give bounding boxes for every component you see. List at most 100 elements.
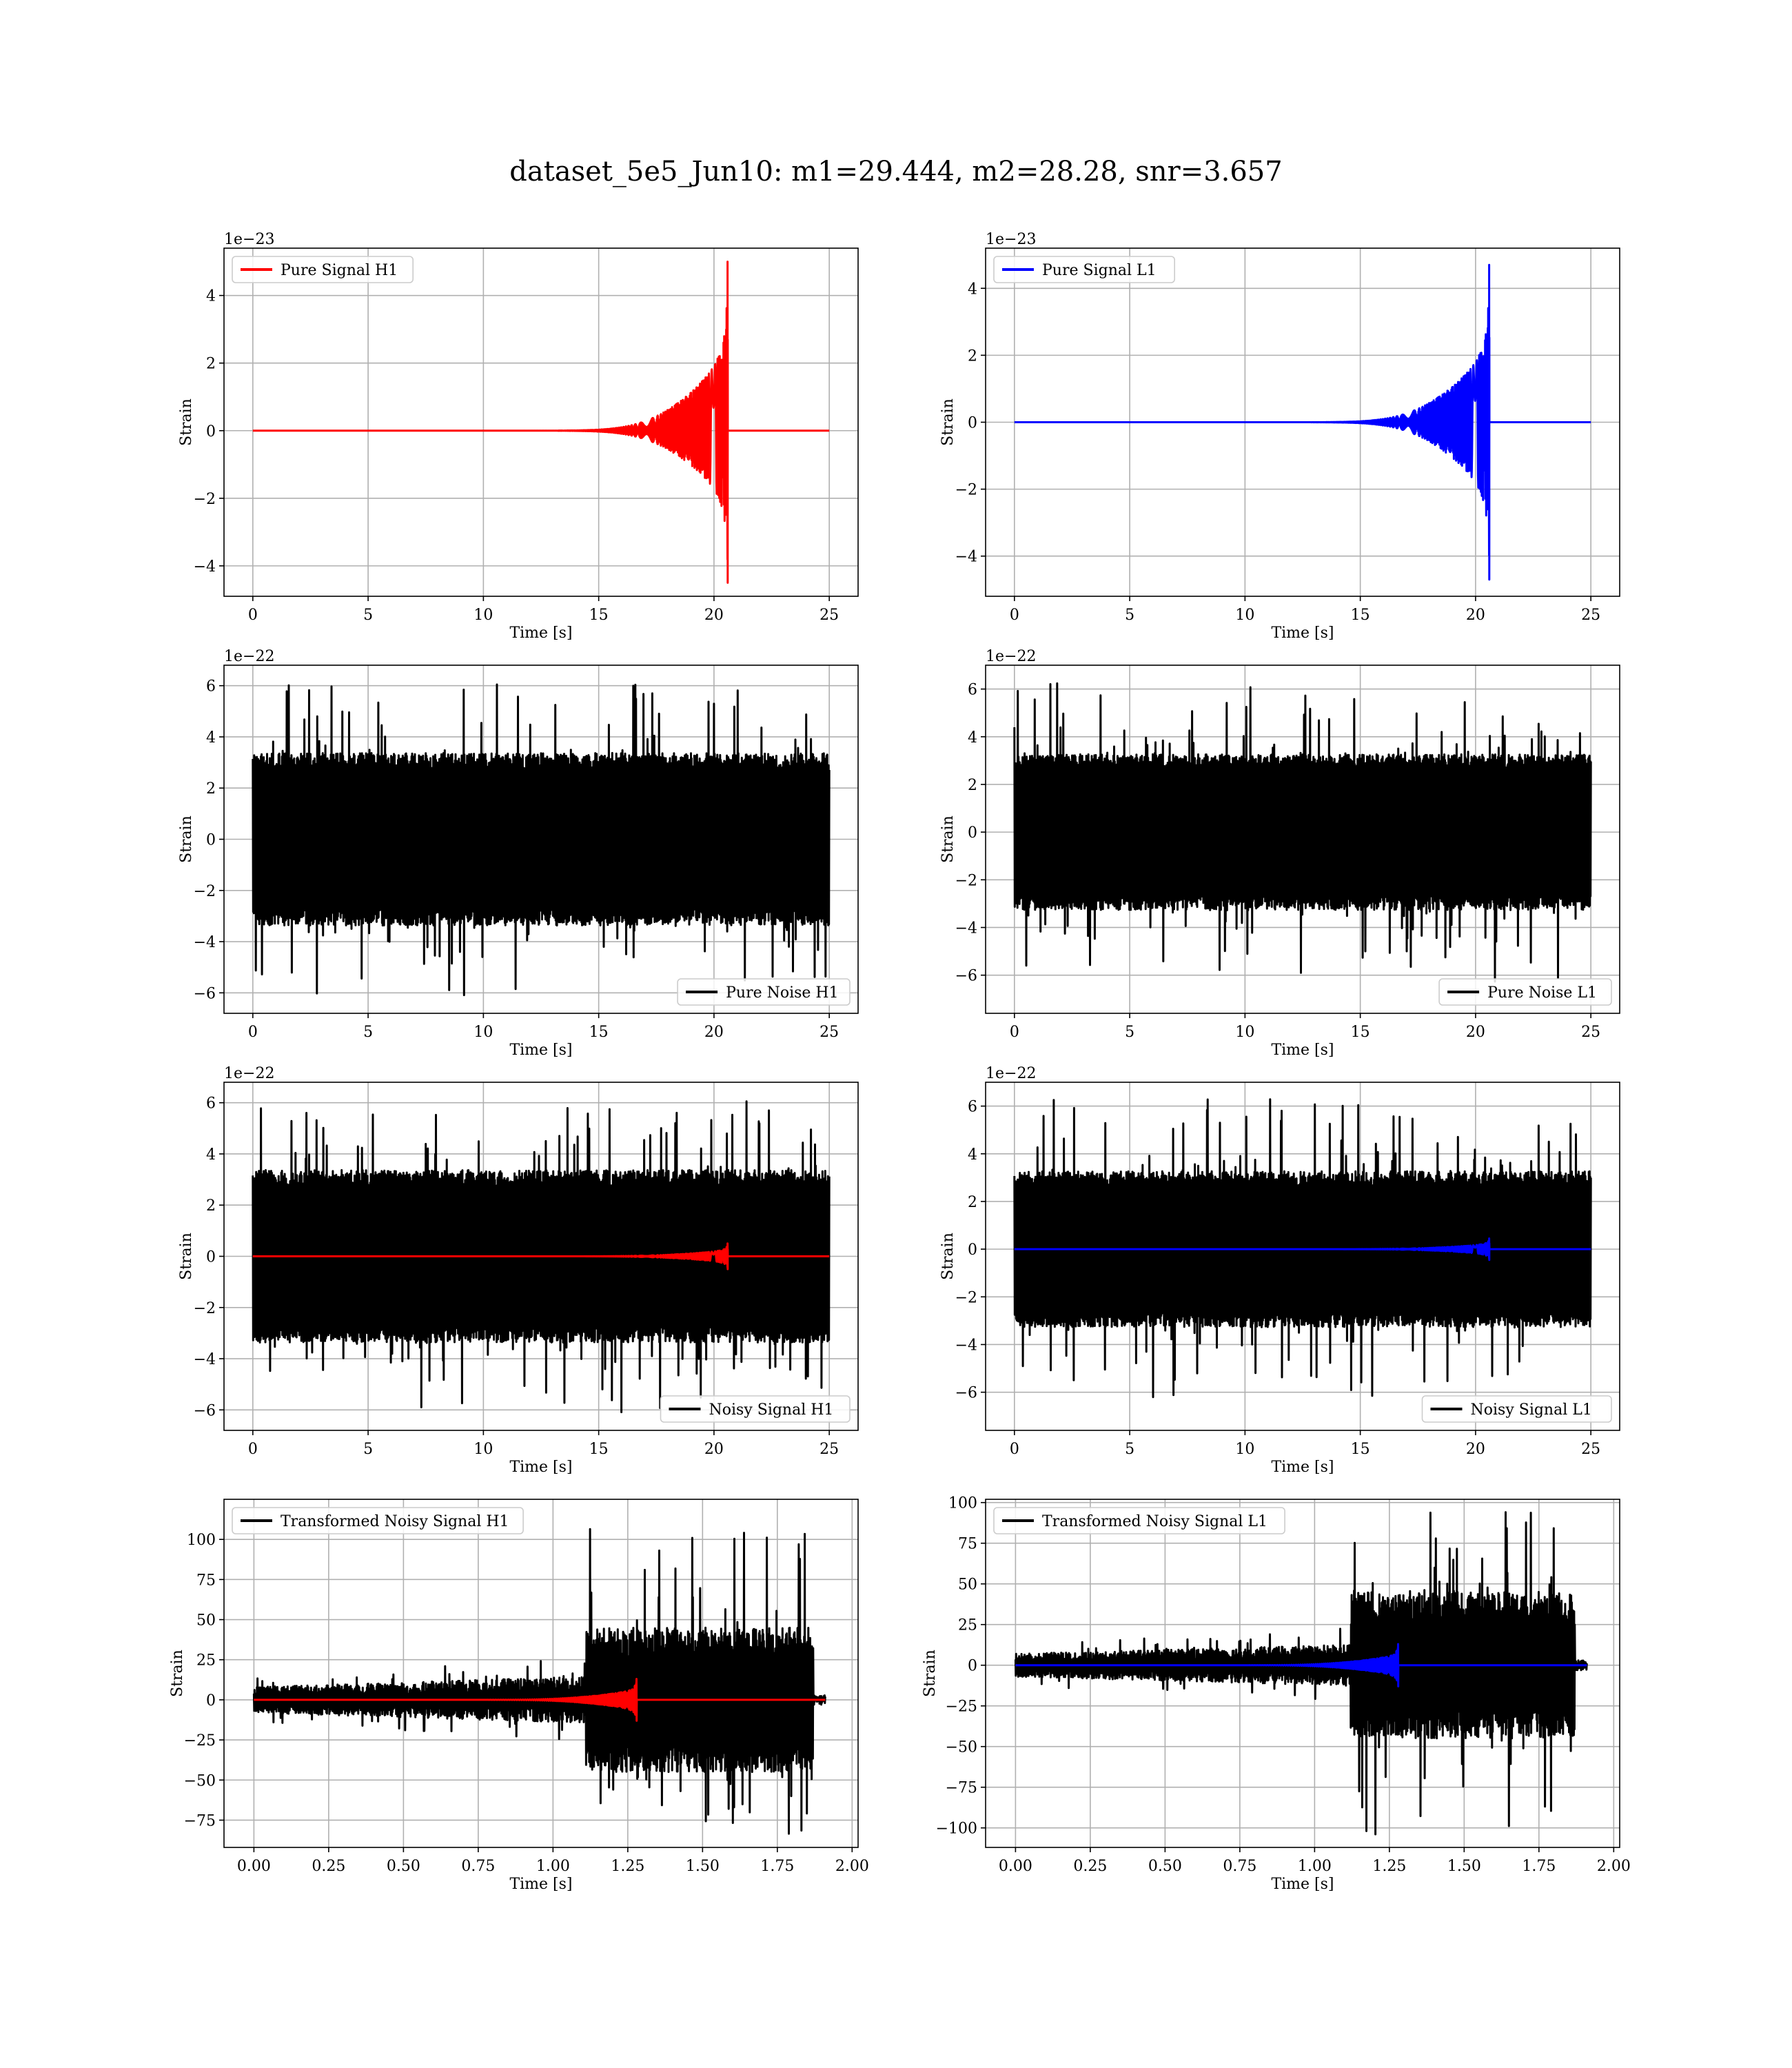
p6-frame xyxy=(985,1082,1620,1431)
p7-xtick-label-3: 0.75 xyxy=(461,1858,495,1875)
p3-xtick-label-5: 25 xyxy=(819,1024,839,1041)
p5-xtick-label-0: 0 xyxy=(248,1441,258,1458)
p4-legend xyxy=(1438,978,1612,1006)
p6-xtick-label-2: 10 xyxy=(1235,1441,1254,1458)
p6-ytick-label-6: 6 xyxy=(968,1099,977,1116)
p8-ytick-label-4: 0 xyxy=(968,1658,977,1675)
p1-legend xyxy=(232,256,414,283)
p1-ytick-label-2: 0 xyxy=(206,423,216,440)
p7-xlabel: Time [s] xyxy=(509,1876,572,1893)
p4-ytick-label-2: −2 xyxy=(955,872,977,889)
p8-ytick-label-7: 75 xyxy=(958,1536,977,1553)
p7-ytick-label-6: 75 xyxy=(196,1572,216,1589)
p1-ytick-label-0: −4 xyxy=(194,558,216,576)
figure-title: dataset_5e5_Jun10: m1=29.444, m2=28.28, … xyxy=(509,156,1283,187)
p5-xlabel: Time [s] xyxy=(509,1459,572,1476)
p8-xtick-label-4: 1.00 xyxy=(1298,1858,1332,1875)
p4-xtick-label-2: 10 xyxy=(1235,1024,1254,1041)
p3-xtick-label-4: 20 xyxy=(704,1024,724,1041)
p1-ytick-label-3: 2 xyxy=(206,356,216,373)
p5-legend-label: Noisy Signal H1 xyxy=(709,1401,834,1419)
p4-xtick-label-1: 5 xyxy=(1125,1024,1134,1041)
p3-ytick-label-6: 6 xyxy=(206,678,216,696)
p2-ytick-label-3: 2 xyxy=(968,347,977,365)
p6-offset-text: 1e−22 xyxy=(986,1065,1036,1082)
p2-series-group xyxy=(1013,263,1592,581)
p3-series-pure-noise-h1 xyxy=(252,683,831,997)
p5-offset-text: 1e−22 xyxy=(224,1065,274,1082)
p7-xtick-label-7: 1.75 xyxy=(760,1858,794,1875)
p2-legend-label: Pure Signal L1 xyxy=(1042,262,1157,279)
p7-series-group xyxy=(252,1528,826,1835)
p1-legend-label: Pure Signal H1 xyxy=(281,262,398,279)
p7-ytick-label-5: 50 xyxy=(196,1612,216,1630)
p7-legend xyxy=(232,1507,524,1534)
p7-xtick-label-6: 1.50 xyxy=(686,1858,720,1875)
p1-xlabel: Time [s] xyxy=(509,625,572,642)
p1-xtick-label-1: 5 xyxy=(363,607,373,624)
p3-ylabel: Strain xyxy=(178,815,195,863)
p1-ytick-label-1: −2 xyxy=(194,491,216,508)
p4-ytick-label-6: 6 xyxy=(968,682,977,699)
p7-xtick-label-8: 2.00 xyxy=(835,1858,869,1875)
p8-xtick-label-6: 1.50 xyxy=(1447,1858,1481,1875)
p6-xtick-label-3: 15 xyxy=(1351,1441,1370,1458)
p3-ytick-label-3: 0 xyxy=(206,832,216,849)
p8-ytick-label-2: −50 xyxy=(946,1739,977,1756)
p6-ytick-label-1: −4 xyxy=(955,1337,977,1354)
p2-xtick-label-0: 0 xyxy=(1010,607,1019,624)
p2-xtick-label-5: 25 xyxy=(1581,607,1600,624)
p5-ylabel: Strain xyxy=(178,1233,195,1280)
p7-ytick-label-7: 100 xyxy=(187,1532,216,1549)
p4-xtick-label-5: 25 xyxy=(1581,1024,1600,1041)
p5-ytick-label-0: −6 xyxy=(194,1402,216,1419)
p4-ylabel: Strain xyxy=(939,815,957,863)
p1-xtick-label-5: 25 xyxy=(819,607,839,624)
p7-xtick-label-4: 1.00 xyxy=(536,1858,570,1875)
p4-xtick-label-4: 20 xyxy=(1466,1024,1485,1041)
p8-xtick-label-2: 0.50 xyxy=(1148,1858,1182,1875)
p4-xlabel: Time [s] xyxy=(1271,1042,1334,1059)
p5-ytick-label-2: −2 xyxy=(194,1300,216,1317)
p8-ytick-label-0: −100 xyxy=(936,1821,977,1838)
p3-xtick-label-2: 10 xyxy=(474,1024,493,1041)
p3-ytick-label-5: 4 xyxy=(206,729,216,747)
p8-xtick-label-3: 0.75 xyxy=(1223,1858,1256,1875)
p1-xtick-label-4: 20 xyxy=(704,607,724,624)
panel-transformed-h1: 0.00 0.25 0.50 0.75 1.00 1.25 1.50 1.75 2.00 −75 −… xyxy=(169,1499,869,1893)
p5-ytick-label-4: 2 xyxy=(206,1197,216,1215)
p2-ytick-label-0: −4 xyxy=(955,549,977,566)
p6-xtick-label-5: 25 xyxy=(1581,1441,1600,1458)
p8-ytick-label-8: 100 xyxy=(948,1495,977,1512)
p8-legend xyxy=(993,1507,1285,1534)
p4-legend-label: Pure Noise L1 xyxy=(1487,984,1597,1002)
p3-xtick-label-1: 5 xyxy=(363,1024,373,1041)
p3-legend xyxy=(677,978,851,1006)
p7-ytick-label-1: −50 xyxy=(184,1772,216,1790)
p8-xlabel: Time [s] xyxy=(1271,1876,1334,1893)
p1-ylabel: Strain xyxy=(178,398,195,446)
p1-ytick-label-4: 4 xyxy=(206,288,216,305)
p2-series-pure-signal-l1 xyxy=(1013,263,1592,581)
p3-offset-text: 1e−22 xyxy=(224,648,274,665)
panel-pure-signal-l1: 0 5 10 15 20 25 −4 −2 0 2 4 Time [s] Strain 1e−23 Pure… xyxy=(939,231,1620,642)
p6-ytick-label-4: 2 xyxy=(968,1194,977,1211)
p1-offset-text: 1e−23 xyxy=(224,231,274,248)
p3-legend-label: Pure Noise H1 xyxy=(726,984,839,1002)
p4-offset-text: 1e−22 xyxy=(986,648,1036,665)
p5-xtick-label-4: 20 xyxy=(704,1441,724,1458)
p5-series-overlay-1 xyxy=(252,1242,831,1270)
p3-ytick-label-0: −6 xyxy=(194,985,216,1002)
p4-series-pure-noise-l1 xyxy=(1013,682,1592,983)
p1-series-group xyxy=(252,261,831,584)
p8-ytick-label-1: −75 xyxy=(946,1780,977,1797)
p7-ytick-label-4: 25 xyxy=(196,1652,216,1670)
panel-pure-noise-h1: 0 5 10 15 20 25 −6 −4 −2 0 2 4 6 Time [s] Strain 1e−22 P… xyxy=(178,648,859,1059)
p3-xtick-label-3: 15 xyxy=(589,1024,609,1041)
p6-ytick-label-3: 0 xyxy=(968,1241,977,1259)
p8-ylabel: Strain xyxy=(922,1650,939,1697)
p5-xtick-label-3: 15 xyxy=(589,1441,609,1458)
p8-xtick-label-8: 2.00 xyxy=(1597,1858,1631,1875)
p2-legend xyxy=(993,256,1176,283)
p7-legend-label: Transformed Noisy Signal H1 xyxy=(281,1513,509,1530)
